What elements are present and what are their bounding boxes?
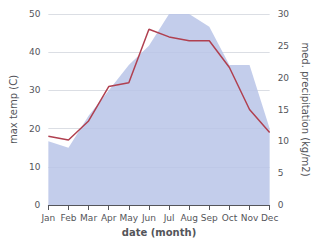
svg-text:10: 10 <box>278 136 290 146</box>
svg-text:Dec: Dec <box>261 213 278 223</box>
svg-text:Mar: Mar <box>80 213 97 223</box>
svg-text:20: 20 <box>29 124 41 134</box>
svg-text:20: 20 <box>278 73 290 83</box>
svg-text:5: 5 <box>278 168 284 178</box>
svg-text:15: 15 <box>278 105 289 115</box>
svg-text:50: 50 <box>29 9 41 19</box>
svg-text:Nov: Nov <box>241 213 259 223</box>
svg-text:Feb: Feb <box>61 213 77 223</box>
svg-text:Jan: Jan <box>40 213 55 223</box>
svg-text:10: 10 <box>29 162 41 172</box>
svg-text:0: 0 <box>278 200 284 210</box>
svg-text:Sep: Sep <box>201 213 218 223</box>
svg-text:40: 40 <box>29 47 41 57</box>
svg-text:May: May <box>120 213 139 223</box>
svg-text:Jun: Jun <box>141 213 156 223</box>
svg-text:Jul: Jul <box>163 213 175 223</box>
svg-text:date (month): date (month) <box>122 227 196 238</box>
svg-text:30: 30 <box>29 85 41 95</box>
svg-text:med. precipitation (kg/m2): med. precipitation (kg/m2) <box>300 42 311 176</box>
svg-text:Oct: Oct <box>222 213 238 223</box>
svg-text:Aug: Aug <box>180 213 198 223</box>
svg-text:max temp (C): max temp (C) <box>8 75 19 144</box>
svg-text:30: 30 <box>278 9 290 19</box>
svg-text:Apr: Apr <box>101 213 117 223</box>
svg-text:25: 25 <box>278 41 289 51</box>
svg-text:0: 0 <box>35 200 41 210</box>
